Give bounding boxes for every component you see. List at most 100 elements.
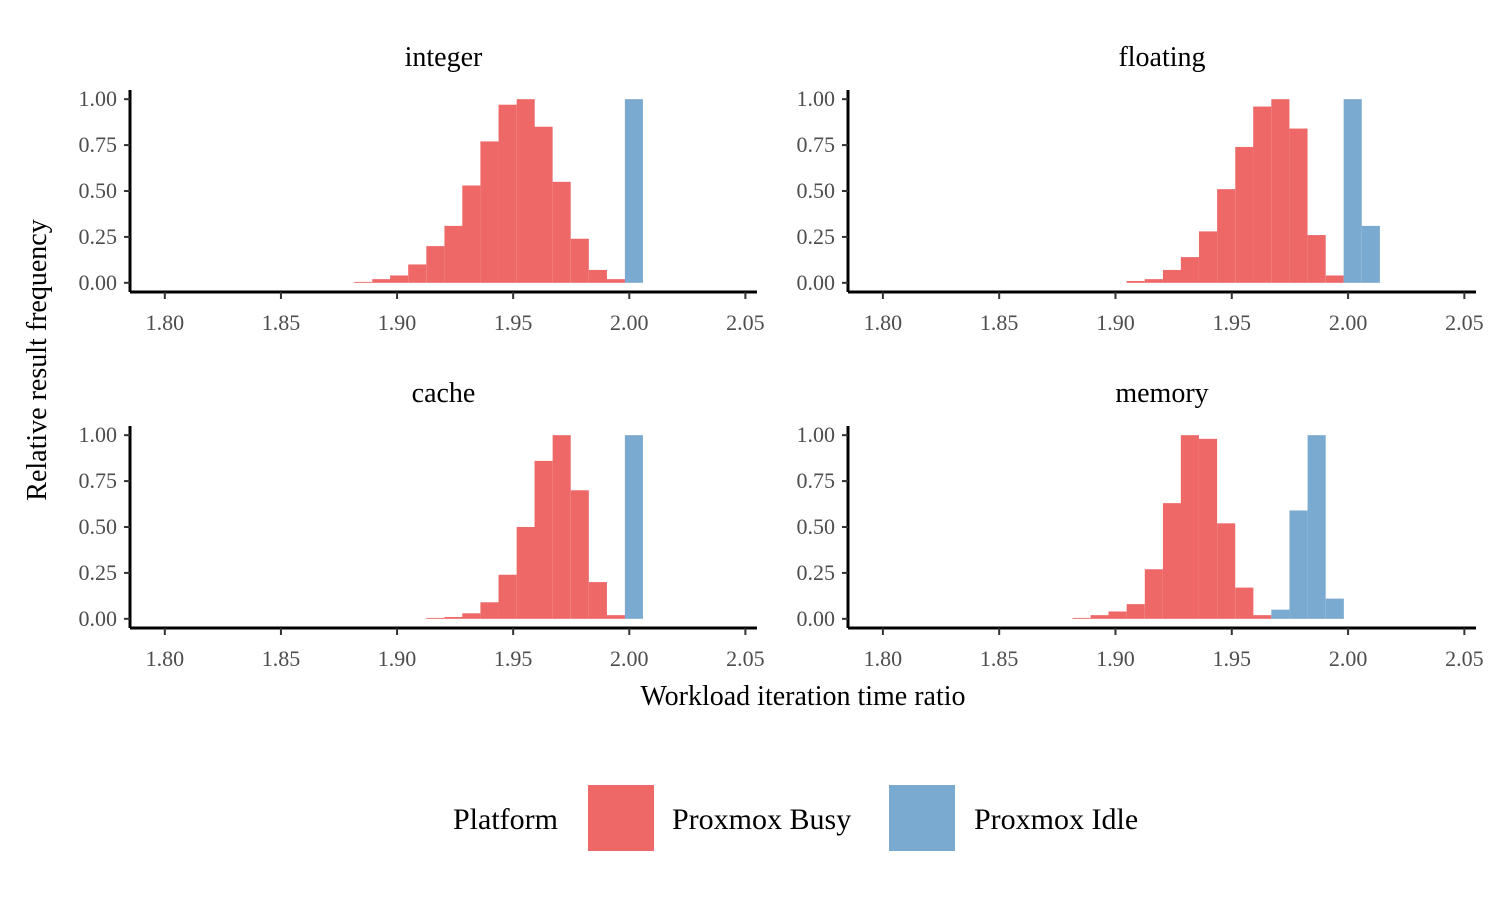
- y-tick-label: 0.00: [797, 270, 836, 295]
- y-tick-label: 0.25: [79, 560, 118, 585]
- bar-busy: [480, 141, 498, 282]
- bar-busy: [589, 270, 607, 283]
- x-tick-label: 2.00: [1329, 310, 1368, 335]
- bar-busy: [1217, 523, 1235, 618]
- bar-busy: [1308, 235, 1326, 283]
- y-tick-label: 0.50: [79, 178, 118, 203]
- bar-idle: [1344, 99, 1362, 283]
- bar-busy: [462, 613, 480, 619]
- bar-idle: [1308, 435, 1326, 619]
- bar-busy: [535, 461, 553, 619]
- x-tick-label: 2.05: [726, 310, 765, 335]
- bar-busy: [444, 617, 462, 619]
- x-tick-label: 1.90: [1096, 646, 1135, 671]
- bar-busy: [535, 127, 553, 283]
- x-tick-label: 1.90: [378, 646, 417, 671]
- bar-idle: [1289, 510, 1307, 618]
- panel-integer: integer 0.00 0.25 0.50 0.75 1.00 1.80 1.85 1.90 1…: [79, 42, 765, 335]
- panel-title: floating: [1118, 42, 1205, 73]
- x-tick-label: 2.05: [726, 646, 765, 671]
- x-tick-label: 2.05: [1445, 646, 1484, 671]
- legend-label-idle: Proxmox Idle: [974, 803, 1138, 836]
- bar-busy: [517, 527, 535, 619]
- y-tick-label: 0.50: [79, 514, 118, 539]
- bar-busy: [517, 99, 535, 283]
- x-tick-label: 1.85: [980, 646, 1019, 671]
- x-tick-label: 1.80: [146, 646, 185, 671]
- bar-busy: [1163, 503, 1181, 619]
- bar-busy: [571, 239, 589, 283]
- bar-idle: [1362, 226, 1380, 283]
- x-tick-label: 1.85: [980, 310, 1019, 335]
- x-tick-label: 1.95: [494, 310, 533, 335]
- y-tick-label: 0.50: [797, 178, 836, 203]
- bar-busy: [1235, 147, 1253, 283]
- bar-busy: [553, 182, 571, 283]
- bar-busy: [1145, 569, 1163, 619]
- y-tick-label: 1.00: [79, 86, 118, 111]
- bar-busy: [372, 279, 390, 283]
- x-tick-label: 2.00: [1329, 646, 1368, 671]
- bar-busy: [1271, 99, 1289, 283]
- y-tick-label: 0.50: [797, 514, 836, 539]
- panel-title: integer: [405, 42, 483, 73]
- bar-busy: [1326, 275, 1344, 282]
- x-tick-label: 2.05: [1445, 310, 1484, 335]
- x-tick-label: 1.80: [146, 310, 185, 335]
- bar-busy: [444, 226, 462, 283]
- bar-busy: [499, 105, 517, 283]
- bar-busy: [571, 490, 589, 619]
- legend-swatch-idle: [889, 785, 955, 851]
- y-axis-label: Relative result frequency: [22, 219, 53, 500]
- y-tick-label: 0.00: [79, 270, 118, 295]
- x-tick-label: 2.00: [610, 310, 649, 335]
- bar-busy: [1127, 281, 1145, 283]
- bar-busy: [1181, 435, 1199, 619]
- legend-title: Platform: [453, 803, 558, 836]
- x-tick-label: 1.80: [864, 310, 903, 335]
- panel-memory: memory 0.00 0.25 0.50 0.75 1.00 1.80 1.85 1.90 1.…: [797, 378, 1484, 671]
- x-tick-label: 1.90: [1096, 310, 1135, 335]
- bar-busy: [1199, 439, 1217, 619]
- bar-busy: [390, 275, 408, 282]
- bar-busy: [1253, 107, 1271, 283]
- y-tick-label: 1.00: [79, 422, 118, 447]
- y-tick-label: 1.00: [797, 422, 836, 447]
- x-tick-label: 1.95: [1213, 310, 1252, 335]
- panel-title: cache: [412, 378, 476, 409]
- y-tick-label: 0.25: [797, 560, 836, 585]
- bar-busy: [499, 575, 517, 619]
- y-tick-label: 0.75: [797, 132, 836, 157]
- bar-idle: [625, 99, 643, 283]
- y-tick-label: 0.25: [797, 224, 836, 249]
- x-tick-label: 1.85: [262, 646, 301, 671]
- bar-busy: [1109, 611, 1127, 618]
- legend-swatch-busy: [588, 785, 654, 851]
- bar-busy: [426, 618, 444, 619]
- bar-busy: [1289, 129, 1307, 283]
- bar-busy: [1091, 615, 1109, 619]
- bar-busy: [1127, 604, 1145, 619]
- x-axis-label: Workload iteration time ratio: [640, 681, 965, 712]
- bar-busy: [607, 279, 625, 283]
- legend: Platform Proxmox Busy Proxmox Idle: [453, 785, 1138, 851]
- y-tick-label: 0.00: [79, 606, 118, 631]
- bar-busy: [1181, 257, 1199, 283]
- panels: integer 0.00 0.25 0.50 0.75 1.00 1.80 1.85 1.90 1…: [79, 42, 1484, 671]
- y-tick-label: 0.75: [797, 468, 836, 493]
- legend-label-busy: Proxmox Busy: [672, 803, 851, 836]
- y-tick-label: 0.75: [79, 132, 118, 157]
- bar-busy: [553, 435, 571, 619]
- x-tick-label: 2.00: [610, 646, 649, 671]
- bar-busy: [589, 582, 607, 619]
- bar-busy: [1199, 231, 1217, 282]
- bar-idle: [625, 435, 643, 619]
- bar-busy: [1235, 588, 1253, 619]
- bar-busy: [462, 185, 480, 282]
- y-tick-label: 0.00: [797, 606, 836, 631]
- bar-idle: [1271, 610, 1289, 619]
- x-tick-label: 1.95: [1213, 646, 1252, 671]
- bar-busy: [1163, 270, 1181, 283]
- bar-busy: [607, 615, 625, 619]
- panel-floating: floating 0.00 0.25 0.50 0.75 1.00 1.80 1.85 1.90…: [797, 42, 1484, 335]
